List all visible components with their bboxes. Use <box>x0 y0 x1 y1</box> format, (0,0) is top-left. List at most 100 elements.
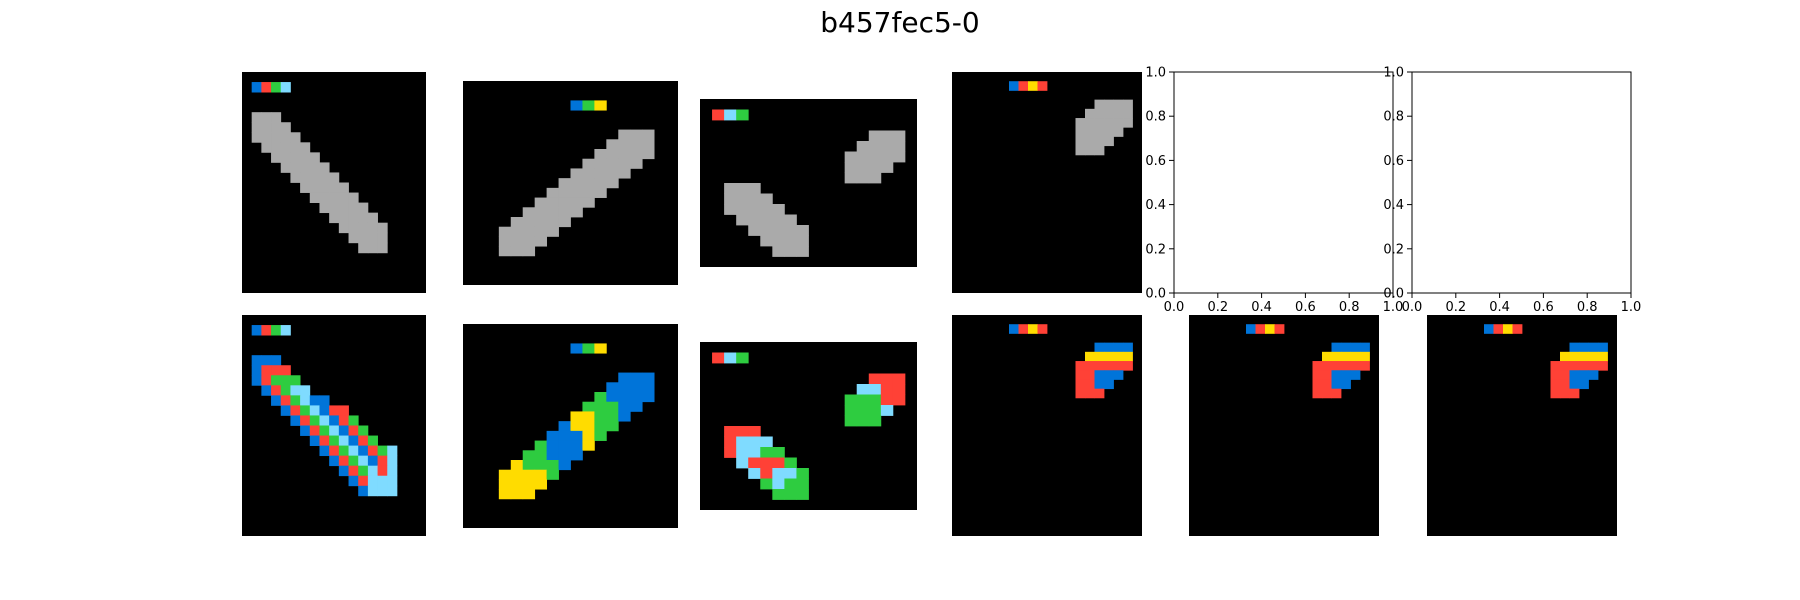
grid-cell <box>1104 361 1114 371</box>
grid-cell <box>606 411 619 422</box>
y-tick-label: 0.6 <box>1383 154 1404 169</box>
grid-cell <box>546 469 559 480</box>
grid-cell <box>1588 361 1599 371</box>
grid-cell <box>271 395 282 406</box>
grid-cell <box>280 365 291 376</box>
grid-cell <box>784 225 797 236</box>
grid-cell <box>1312 388 1323 399</box>
grid-cell <box>1075 379 1086 390</box>
grid-cell <box>377 455 388 467</box>
grid-cell <box>748 426 761 437</box>
grid-cell <box>748 193 761 205</box>
grid-cell <box>1598 351 1608 362</box>
grid-cell <box>1085 351 1095 362</box>
grid-cell <box>618 149 631 160</box>
grid-cell <box>856 141 870 152</box>
grid-cell <box>582 197 595 208</box>
grid-cell <box>1579 379 1589 390</box>
grid-cell <box>594 100 607 111</box>
grid-cell <box>582 187 595 198</box>
grid-cell <box>1341 379 1351 390</box>
grid-cell <box>1113 351 1124 362</box>
grid-cell <box>868 141 882 152</box>
grid-cell <box>618 401 631 412</box>
grid-cell <box>630 392 643 403</box>
grid-cell <box>1331 351 1342 362</box>
grid-cell <box>760 436 773 448</box>
grid-cell <box>1560 379 1570 390</box>
grid-cell <box>642 382 655 393</box>
y-tick-label: 1.0 <box>1145 66 1166 81</box>
grid-cell <box>1094 127 1105 137</box>
grid-cell <box>736 109 749 121</box>
grid-cell <box>367 242 378 254</box>
grid-cell <box>844 415 858 427</box>
grid-cell <box>736 183 749 194</box>
grid-cell <box>251 132 262 143</box>
grid-cell <box>319 162 330 173</box>
grid-cell <box>868 405 882 416</box>
grid-cell <box>772 457 785 469</box>
grid-cell <box>261 132 272 143</box>
grid-cell <box>784 468 797 479</box>
grid-cell <box>1075 118 1086 128</box>
grid-cell <box>358 475 369 487</box>
grid-cell <box>280 385 291 396</box>
grid-cell <box>1104 99 1114 110</box>
grid-cell <box>784 235 797 247</box>
grid-cell <box>1094 370 1105 380</box>
grid-cell <box>300 385 311 396</box>
grid-cell <box>1331 361 1342 371</box>
grid-cell <box>522 479 536 490</box>
grid-cell <box>570 178 583 189</box>
grid-cell <box>329 425 340 436</box>
grid-cell <box>280 325 291 336</box>
grid-cell <box>387 465 398 477</box>
grid-cell <box>546 450 559 461</box>
grid-cell <box>522 450 536 461</box>
x-tick-label: 1.0 <box>1383 300 1404 315</box>
grid-cell <box>630 139 643 150</box>
grid-cell <box>1341 351 1351 362</box>
grid-cell <box>1009 81 1019 91</box>
grid-cell <box>546 440 559 451</box>
grid-cell <box>290 405 301 416</box>
grid-cell <box>736 426 749 437</box>
grid-cell <box>348 202 359 214</box>
grid-cell <box>251 325 262 336</box>
grid-cell <box>280 122 291 133</box>
grid-cell <box>377 222 388 234</box>
grid-cell <box>348 425 359 436</box>
grid-cell <box>760 457 773 469</box>
output-grid-6 <box>1427 315 1617 536</box>
grid-cell <box>348 475 359 487</box>
grid-cell <box>1331 370 1342 380</box>
grid-cell <box>594 158 607 169</box>
grid-cell <box>534 450 548 461</box>
grid-cell <box>338 212 349 224</box>
grid-cell <box>784 457 797 469</box>
input-grid-4 <box>952 72 1142 293</box>
grid-cell <box>606 178 619 189</box>
grid-cell <box>498 479 512 490</box>
grid-cell <box>618 168 631 179</box>
grid-cell <box>300 142 311 153</box>
grid-cell <box>880 405 894 416</box>
grid-cell <box>570 450 583 461</box>
grid-cell <box>796 246 809 257</box>
grid-cell <box>772 478 785 490</box>
grid-cell <box>594 411 607 422</box>
grid-cell <box>736 436 749 448</box>
grid-cell <box>1104 370 1114 380</box>
grid-cell <box>772 204 785 215</box>
y-tick-label: 0.2 <box>1383 242 1404 257</box>
grid-cell <box>1037 324 1048 334</box>
grid-cell <box>1123 342 1133 353</box>
grid-cell <box>736 193 749 205</box>
grid-cell <box>582 401 595 412</box>
empty-axes-1: 0.0 0.2 0.4 0.6 0.8 1.00.00.20.40.60.81.0 <box>1145 66 1403 316</box>
grid-cell <box>880 373 894 385</box>
grid-cell <box>630 401 643 412</box>
grid-cell <box>546 217 559 228</box>
grid-cell <box>358 455 369 467</box>
